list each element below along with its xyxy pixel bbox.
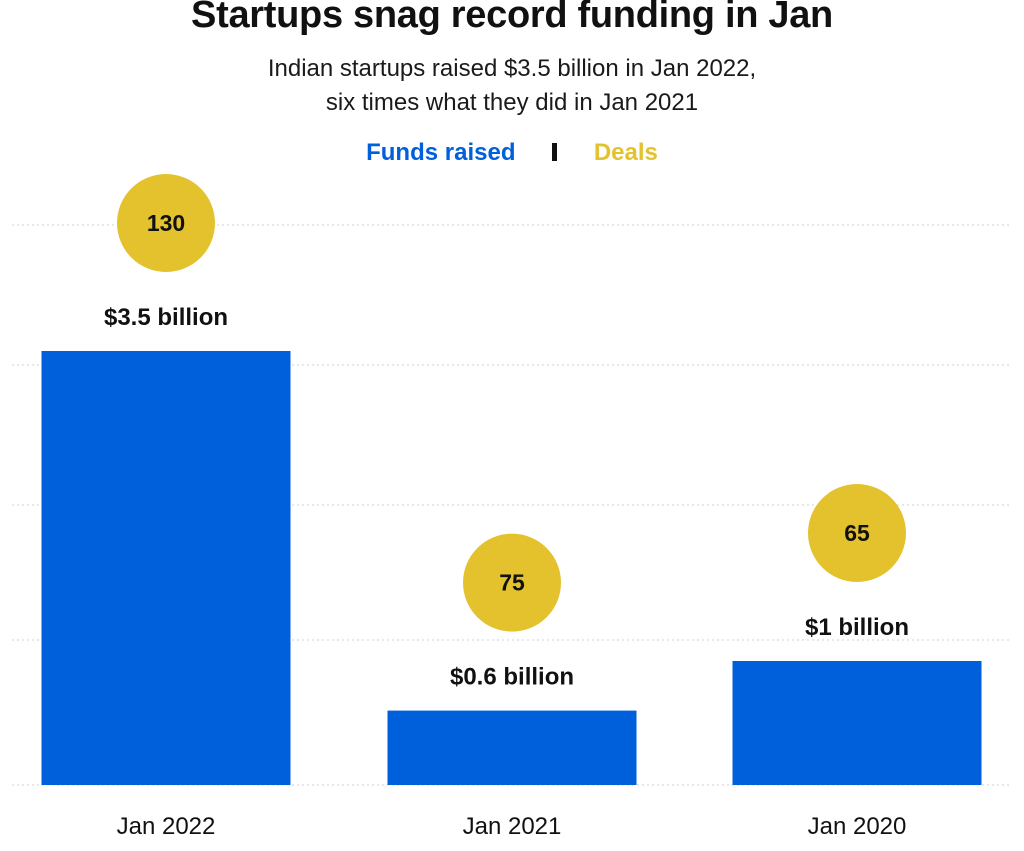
category-label: Jan 2020 [808,813,907,840]
deals-bubble [463,533,561,632]
deals-value-label: 75 [499,570,525,596]
legend: Funds raised Deals [0,136,1024,170]
subtitle-line-2: six times what they did in Jan 2021 [325,89,699,116]
category-label: Jan 2022 [117,813,216,840]
deals-value-label: 65 [844,520,870,546]
funds-bar [387,710,637,785]
deals-bubble [808,484,906,582]
legend-deals: Deals [593,139,658,166]
legend-separator [552,143,558,161]
funds-value-label: $1 billion [805,614,909,641]
subtitle-line-1: Indian startups raised $3.5 billion in J… [267,55,757,82]
chart-title: Startups snag record funding in Jan [191,0,833,36]
category-label: Jan 2021 [463,813,562,840]
legend-funds-raised: Funds raised [366,139,516,166]
chart-subtitle: Indian startups raised $3.5 billion in J… [0,52,1024,120]
funds-value-label: $0.6 billion [450,664,574,691]
funds-bar [41,351,291,785]
deals-bubble [117,174,215,272]
funds-bar [732,661,982,785]
funds-value-label: $3.5 billion [104,304,228,331]
deals-value-label: 130 [147,210,185,236]
